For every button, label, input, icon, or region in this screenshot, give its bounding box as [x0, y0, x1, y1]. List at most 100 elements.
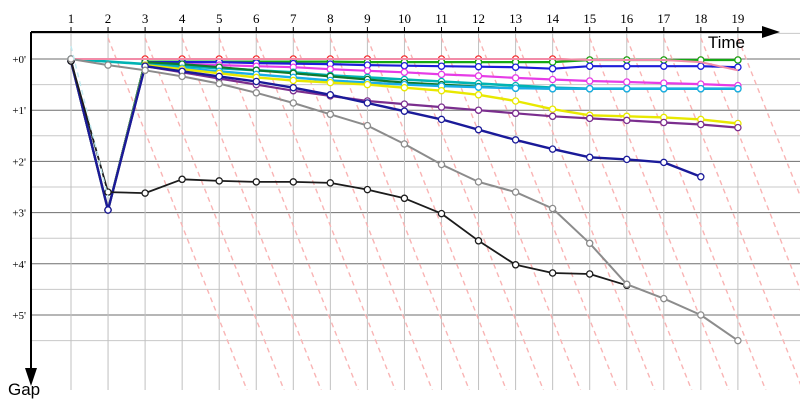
data-point-navy: [289, 83, 298, 92]
x-tick-label: 8: [327, 11, 334, 26]
data-point-blue: [585, 62, 594, 70]
data-point-gray: [437, 160, 446, 169]
data-point-navy: [326, 91, 335, 99]
x-tick-label: 15: [583, 11, 596, 26]
data-point-black: [215, 177, 223, 185]
data-point-magenta: [511, 74, 520, 82]
data-point-navy: [511, 136, 520, 144]
y-tick-label: +1': [12, 105, 26, 117]
data-point-gray: [215, 79, 223, 88]
data-point-purple: [585, 114, 594, 123]
data-point-gray: [400, 140, 409, 148]
data-point-gray: [178, 72, 186, 81]
y-axis-title: Gap: [8, 380, 40, 399]
data-point-magenta: [548, 75, 557, 84]
y-tick-label: +2': [12, 156, 26, 168]
x-tick-label: 14: [546, 11, 560, 26]
data-point-gray: [141, 66, 149, 75]
data-point-gray: [697, 311, 705, 319]
x-tick-label: 17: [657, 11, 671, 26]
data-point-black: [289, 178, 298, 186]
y-tick-label: +4': [12, 259, 26, 271]
x-tick-label: 1: [68, 11, 75, 26]
data-point-yellow: [363, 80, 372, 89]
data-point-skyblue: [511, 84, 520, 92]
data-point-gray: [326, 110, 335, 119]
y-tick-label: +3': [12, 208, 26, 220]
data-point-blue: [437, 62, 446, 70]
data-point-navy: [363, 99, 372, 107]
data-point-purple: [548, 112, 557, 121]
data-point-yellow: [511, 97, 520, 105]
data-point-gray: [289, 99, 298, 107]
data-point-yellow: [400, 83, 409, 92]
x-tick-label: 11: [435, 11, 448, 26]
x-tick-label: 12: [472, 11, 485, 26]
data-point-purple: [660, 118, 668, 127]
data-point-navy: [623, 155, 631, 164]
data-point-magenta: [474, 72, 483, 80]
data-point-black: [252, 178, 261, 186]
data-point-yellow: [474, 91, 483, 99]
data-point-magenta: [326, 65, 335, 73]
data-point-blue: [400, 61, 409, 70]
data-point-black: [141, 189, 149, 197]
x-tick-label: 19: [731, 11, 744, 26]
x-tick-label: 7: [290, 11, 297, 26]
data-point-gray: [252, 89, 261, 97]
x-tick-label: 3: [142, 11, 149, 26]
data-point-navy: [474, 125, 483, 134]
x-tick-label: 10: [398, 11, 411, 26]
data-point-navy: [697, 173, 705, 181]
x-tick-label: 13: [509, 11, 522, 26]
data-point-yellow: [437, 86, 446, 95]
data-point-navy: [252, 77, 261, 86]
data-point-purple: [697, 120, 705, 129]
data-point-skyblue: [623, 84, 631, 93]
data-point-purple: [474, 106, 483, 114]
data-point-yellow: [548, 105, 557, 113]
data-point-navy: [437, 115, 446, 124]
data-point-navy: [400, 107, 409, 115]
data-point-black: [548, 269, 557, 277]
x-axis-arrowhead: [762, 26, 780, 38]
data-point-purple: [511, 109, 520, 118]
data-point-magenta: [437, 70, 446, 79]
data-point-purple: [437, 103, 446, 111]
x-tick-label: 9: [364, 11, 371, 26]
data-point-blue: [623, 62, 631, 70]
data-point-blue: [660, 62, 668, 70]
data-point-black: [437, 209, 446, 218]
data-point-magenta: [400, 68, 409, 77]
data-point-skyblue: [474, 83, 483, 91]
data-point-navy: [548, 145, 557, 153]
x-tick-label: 6: [253, 11, 260, 26]
data-point-black: [178, 175, 186, 184]
data-point-navy: [215, 72, 223, 81]
data-point-yellow: [289, 76, 298, 85]
data-point-gray: [660, 294, 668, 303]
data-point-gray: [623, 280, 631, 289]
data-point-purple: [400, 100, 409, 108]
series-line-navy: [69, 60, 702, 212]
y-axis-arrowhead: [25, 368, 37, 386]
data-point-gray: [104, 61, 112, 69]
data-point-skyblue: [660, 84, 668, 93]
x-tick-label: 5: [216, 11, 223, 26]
y-tick-label: +5': [12, 310, 26, 322]
data-point-gray: [585, 239, 594, 248]
data-point-magenta: [363, 67, 372, 75]
data-point-black: [400, 194, 409, 203]
data-point-yellow: [326, 78, 335, 87]
data-point-black: [511, 261, 520, 269]
data-point-gray: [363, 121, 372, 130]
data-point-blue: [511, 63, 520, 71]
data-point-gray: [734, 336, 742, 345]
data-point-magenta: [585, 77, 594, 85]
data-point-black: [585, 270, 594, 278]
series-line-black: [70, 60, 628, 287]
x-tick-label: 2: [105, 11, 112, 26]
x-tick-label: 18: [694, 11, 707, 26]
data-point-magenta: [623, 78, 631, 86]
